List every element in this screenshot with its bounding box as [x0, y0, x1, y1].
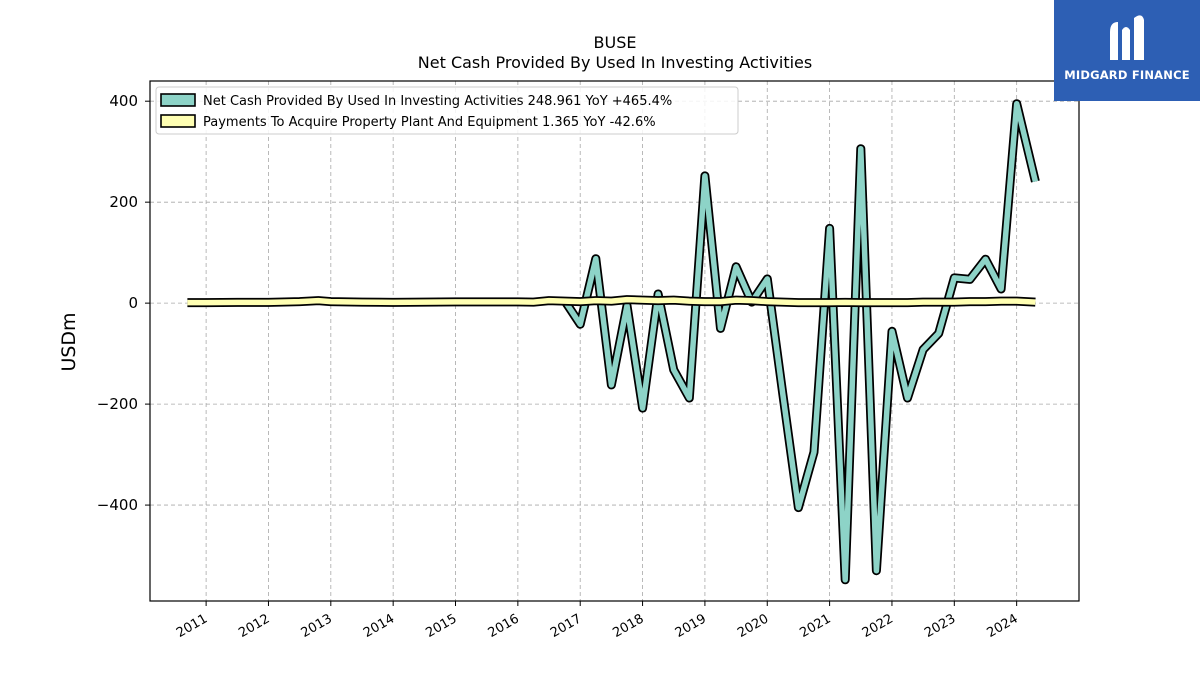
x-tick-label: 2011 — [174, 611, 210, 641]
plot-frame — [149, 80, 1080, 602]
y-axis-label: USDm — [58, 312, 80, 371]
y-tick-label: −400 — [97, 496, 138, 514]
x-tick-label: 2024 — [984, 611, 1020, 641]
midgard-m-icon — [1110, 15, 1144, 60]
series-layer — [187, 99, 1040, 585]
chart-ticker: BUSE — [594, 33, 637, 52]
grid — [150, 81, 1079, 601]
x-tick-label: 2016 — [486, 611, 522, 641]
series-line-ppe — [187, 296, 1036, 306]
legend: Net Cash Provided By Used In Investing A… — [155, 86, 739, 135]
legend-label-ppe: Payments To Acquire Property Plant And E… — [203, 115, 656, 130]
x-tick-label: 2019 — [673, 611, 709, 641]
x-tick-label: 2015 — [423, 611, 459, 641]
y-tick-label: 200 — [109, 193, 138, 211]
legend-swatch-ppe — [160, 114, 196, 128]
x-tick-label: 2017 — [548, 611, 584, 641]
x-tick-label: 2014 — [361, 611, 397, 641]
x-tick-label: 2020 — [735, 611, 771, 641]
chart-title: Net Cash Provided By Used In Investing A… — [418, 53, 812, 72]
x-tick-label: 2013 — [299, 611, 335, 641]
y-tick-label: 400 — [109, 92, 138, 110]
y-tick-label: −200 — [97, 395, 138, 413]
x-tick-label: 2022 — [860, 611, 896, 641]
legend-swatch-investing — [160, 93, 196, 107]
y-tick-label: 0 — [128, 294, 138, 312]
legend-label-investing: Net Cash Provided By Used In Investing A… — [203, 94, 672, 109]
y-axis: 400 200 0 −200 −400 — [97, 92, 150, 514]
x-axis: 2011 2012 2013 2014 2015 2016 2017 2018 2019 2020… — [174, 601, 1021, 641]
midgard-finance-logo: MIDGARD FINANCE — [1054, 0, 1200, 101]
x-tick-label: 2021 — [797, 611, 833, 641]
series-line-investing — [562, 100, 1039, 583]
x-tick-label: 2023 — [922, 611, 958, 641]
legend-box — [155, 86, 739, 135]
x-tick-label: 2012 — [236, 611, 272, 641]
logo-text: MIDGARD FINANCE — [1064, 68, 1190, 82]
x-tick-label: 2018 — [610, 611, 646, 641]
